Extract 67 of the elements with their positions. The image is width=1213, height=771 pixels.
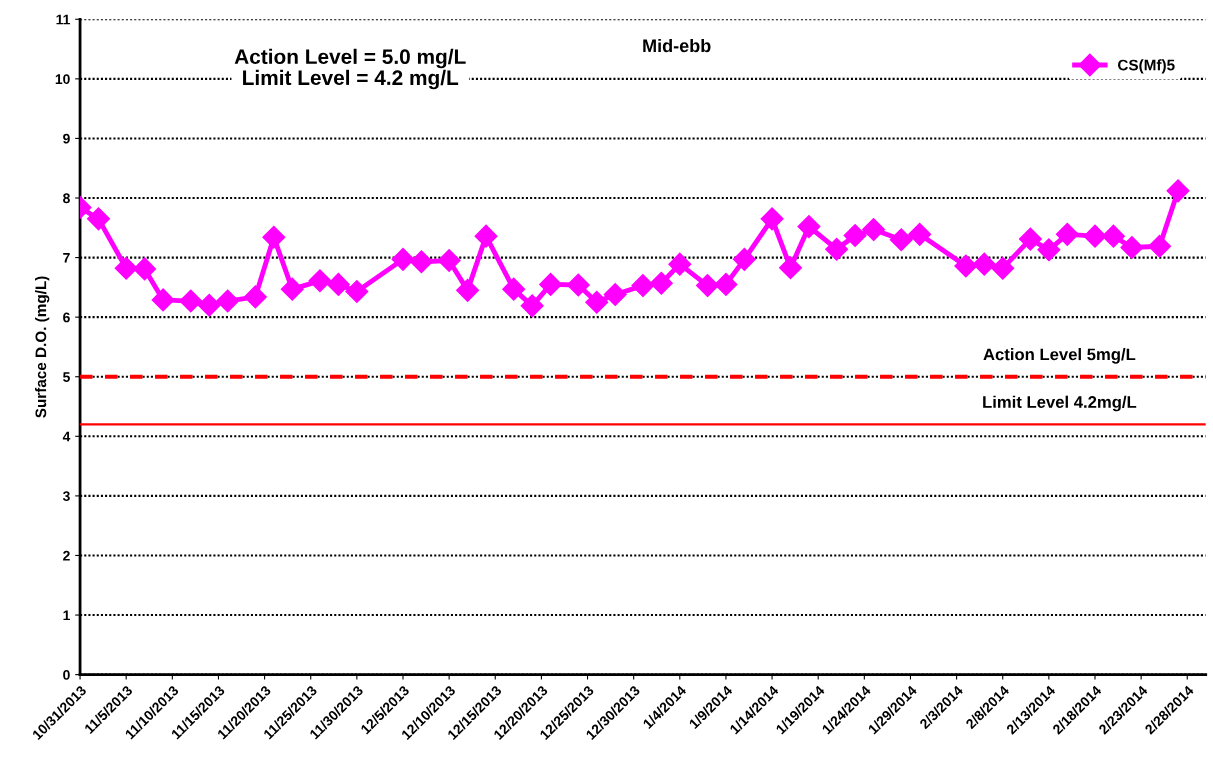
point	[1166, 179, 1190, 203]
point	[1055, 222, 1079, 246]
point	[843, 224, 867, 248]
y-tick-label: 5	[63, 372, 70, 382]
y-tick-label: 4	[62, 431, 71, 442]
point	[179, 289, 203, 313]
point	[308, 269, 332, 293]
point	[991, 256, 1015, 280]
point	[1148, 234, 1172, 258]
point	[862, 218, 886, 242]
point	[732, 247, 756, 271]
point	[908, 222, 932, 246]
point	[972, 252, 996, 276]
point	[889, 228, 913, 252]
annotation: Mid-ebb	[643, 38, 711, 53]
point	[87, 207, 111, 231]
y-tick-label: 10	[55, 74, 70, 85]
point	[825, 237, 849, 261]
point	[151, 288, 175, 312]
point	[668, 252, 692, 276]
point	[1083, 224, 1107, 248]
y-tick-label: 8	[63, 193, 70, 204]
point	[695, 274, 719, 298]
point	[456, 278, 480, 302]
legend-label: CS(Mf)5	[1118, 59, 1175, 74]
y-tick-label: 0	[63, 669, 70, 680]
point	[585, 290, 609, 314]
y-axis-title: Surface D.O. (mg/L)	[35, 276, 50, 418]
point	[520, 294, 544, 318]
point	[262, 225, 286, 249]
point	[631, 274, 655, 298]
point	[502, 277, 526, 301]
point	[280, 277, 304, 301]
y-tick-label: 3	[62, 491, 70, 502]
point	[779, 256, 803, 280]
point	[1037, 238, 1061, 262]
point	[760, 207, 784, 231]
point	[216, 289, 240, 313]
point	[1101, 224, 1125, 248]
y-tick-label: 7	[63, 253, 70, 263]
y-tick-label: 1	[63, 610, 70, 621]
y-tick-label: 9	[63, 133, 70, 144]
y-tick-label: 2	[63, 550, 70, 561]
point	[603, 283, 627, 307]
point	[437, 249, 461, 273]
point	[566, 273, 590, 297]
y-tick-label: 11	[56, 14, 70, 25]
point	[243, 285, 267, 309]
point	[345, 280, 369, 304]
point	[474, 224, 498, 248]
point	[649, 271, 673, 295]
point	[714, 272, 738, 296]
point	[133, 257, 157, 281]
ref-line-label: Action Level 5mg/L	[983, 348, 1136, 364]
annotation: Action Level = 5.0 mg/L Limit Level = 4.2 mg/L	[234, 48, 466, 90]
ref-line-label: Limit Level 4.2mg/L	[983, 395, 1137, 412]
point	[114, 256, 138, 280]
point	[409, 250, 433, 274]
point	[326, 272, 350, 296]
point	[539, 272, 563, 296]
point	[954, 254, 978, 278]
y-tick-label: 6	[63, 312, 70, 323]
point	[197, 293, 221, 317]
point	[391, 247, 415, 271]
point	[1018, 227, 1042, 251]
point	[1120, 235, 1144, 259]
point	[797, 215, 821, 239]
